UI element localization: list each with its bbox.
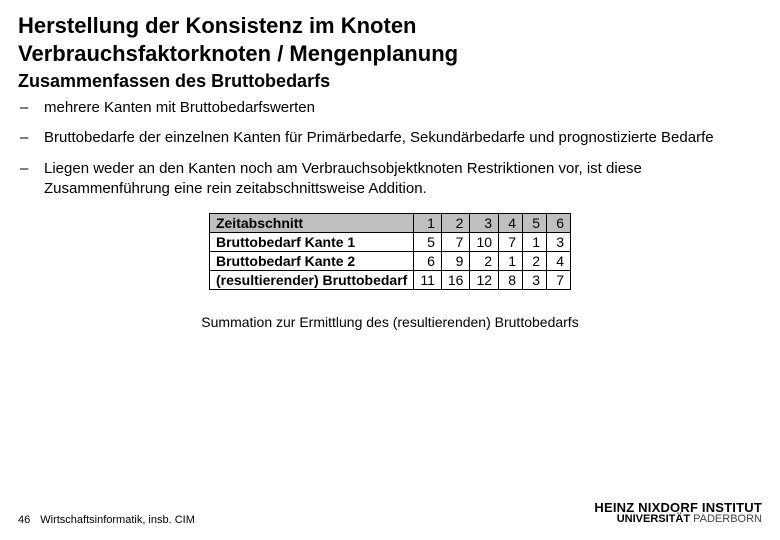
table-cell: 4 [547,252,571,271]
bullet-list: mehrere Kanten mit Bruttobedarfswerten B… [18,98,762,199]
table-cell: 8 [499,271,523,290]
slide-footer: 46 Wirtschaftsinformatik, insb. CIM HEIN… [18,501,762,526]
list-item: Liegen weder an den Kanten noch am Verbr… [18,159,762,200]
row-label: Bruttobedarf Kante 2 [209,252,413,271]
table-cell: 3 [523,271,547,290]
table-cell: 5 [414,233,442,252]
title-line1: Herstellung der Konsistenz im Knoten [18,13,417,38]
institute-uni: UNIVERSITÄT [617,513,690,525]
table-header-cell: 4 [499,214,523,233]
table-row: (resultierender) Bruttobedarf 11 16 12 8… [209,271,570,290]
table-cell: 1 [499,252,523,271]
page-number: 46 [18,514,30,526]
slide-subtitle: Zusammenfassen des Bruttobedarfs [18,71,762,92]
table-cell: 7 [441,233,470,252]
table-cell: 7 [499,233,523,252]
table-header-cell: 2 [441,214,470,233]
table-cell: 7 [547,271,571,290]
list-item: Bruttobedarfe der einzelnen Kanten für P… [18,128,762,148]
table-header-cell: 6 [547,214,571,233]
table-header-label: Zeitabschnitt [209,214,413,233]
title-line2: Verbrauchsfaktorknoten / Mengenplanung [18,41,458,66]
table-header-cell: 3 [470,214,499,233]
row-label: Bruttobedarf Kante 1 [209,233,413,252]
institute-city: PADERBORN [693,513,762,525]
table-cell: 10 [470,233,499,252]
table-row: Bruttobedarf Kante 2 6 9 2 1 2 4 [209,252,570,271]
table-cell: 3 [547,233,571,252]
table-row: Zeitabschnitt 1 2 3 4 5 6 [209,214,570,233]
footer-dept: Wirtschaftsinformatik, insb. CIM [40,514,195,526]
table-row: Bruttobedarf Kante 1 5 7 10 7 1 3 [209,233,570,252]
table-cell: 1 [523,233,547,252]
table-cell: 6 [414,252,442,271]
footer-institute: HEINZ NIXDORF INSTITUT UNIVERSITÄT PADER… [594,501,762,526]
slide-title: Herstellung der Konsistenz im Knoten Ver… [18,12,762,67]
table-caption: Summation zur Ermittlung des (resultiere… [18,314,762,330]
table-cell: 2 [470,252,499,271]
table-cell: 2 [523,252,547,271]
table-header-cell: 5 [523,214,547,233]
table-cell: 12 [470,271,499,290]
list-item: mehrere Kanten mit Bruttobedarfswerten [18,98,762,118]
bruttobedarf-table: Zeitabschnitt 1 2 3 4 5 6 Bruttobedarf K… [209,213,571,290]
table-cell: 9 [441,252,470,271]
table-cell: 11 [414,271,442,290]
table-header-cell: 1 [414,214,442,233]
table-cell: 16 [441,271,470,290]
row-label: (resultierender) Bruttobedarf [209,271,413,290]
